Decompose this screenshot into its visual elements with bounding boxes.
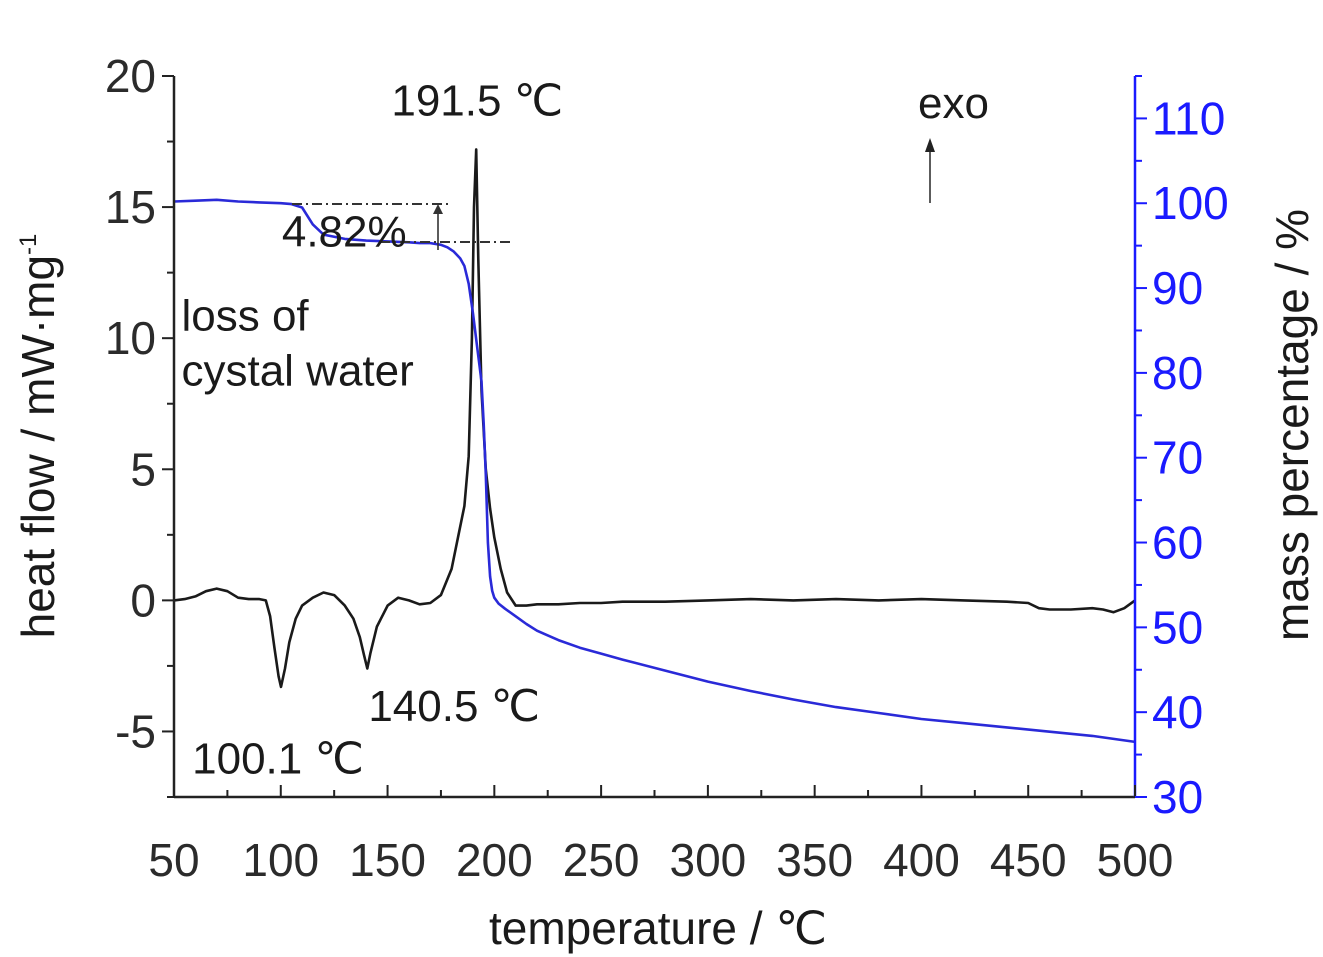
y-left-tick-label: 0 bbox=[130, 574, 156, 626]
x-tick-label: 350 bbox=[776, 834, 853, 886]
y-left-tick-label: 15 bbox=[105, 181, 156, 233]
x-tick-label: 450 bbox=[990, 834, 1067, 886]
annotation-label: exo bbox=[918, 79, 989, 128]
axes bbox=[172, 76, 1137, 799]
y-left-tick-label: 5 bbox=[130, 443, 156, 495]
annotation-label: 140.5 ℃ bbox=[368, 682, 540, 731]
annotation-label: 4.82% bbox=[282, 207, 407, 256]
heat-flow-curve bbox=[173, 148, 1136, 689]
annotation-label: loss of bbox=[181, 291, 309, 340]
exo-arrow-head bbox=[925, 138, 935, 152]
x-axis-title: temperature / ℃ bbox=[489, 902, 827, 954]
x-tick-label: 250 bbox=[563, 834, 640, 886]
x-tick-label: 50 bbox=[148, 834, 199, 886]
y-right-tick-label: 60 bbox=[1152, 517, 1203, 569]
annotation-label: 191.5 ℃ bbox=[391, 76, 563, 125]
y-right-tick-label: 80 bbox=[1152, 347, 1203, 399]
y-right-tick-label: 50 bbox=[1152, 601, 1203, 653]
tick-labels: 50 100 150 200 250 300 350 400 450 500 -5 0 5 10 15 20 3… bbox=[105, 50, 1229, 886]
y-right-tick-label: 100 bbox=[1152, 177, 1229, 229]
x-tick-label: 100 bbox=[242, 834, 319, 886]
tick-marks bbox=[162, 75, 1147, 798]
annotations: 191.5 ℃ exo 4.82% loss of cystal water 140.5 … bbox=[181, 76, 988, 783]
annotation-label: cystal water bbox=[181, 346, 413, 395]
y-left-tick-label: 20 bbox=[105, 50, 156, 102]
y-right-tick-label: 40 bbox=[1152, 686, 1203, 738]
y-left-axis-title-main: heat flow / mW·mg bbox=[12, 255, 64, 638]
x-tick-label: 400 bbox=[883, 834, 960, 886]
x-tick-label: 150 bbox=[349, 834, 426, 886]
y-left-tick-label: -5 bbox=[115, 705, 156, 757]
mass-loss-arrow-head bbox=[433, 204, 443, 214]
x-tick-label: 200 bbox=[456, 834, 533, 886]
y-right-tick-label: 30 bbox=[1152, 771, 1203, 823]
y-right-tick-label: 70 bbox=[1152, 432, 1203, 484]
x-tick-label: 300 bbox=[670, 834, 747, 886]
y-right-tick-label: 90 bbox=[1152, 262, 1203, 314]
y-left-axis-title: heat flow / mW·mg-1 bbox=[12, 234, 64, 639]
x-tick-label: 500 bbox=[1097, 834, 1174, 886]
mass-percentage-curve bbox=[173, 198, 1136, 744]
y-right-axis-title: mass percentage / % bbox=[1266, 209, 1318, 641]
y-right-tick-label: 110 bbox=[1152, 92, 1225, 144]
y-left-axis-title-sup: -1 bbox=[15, 234, 42, 255]
y-left-tick-label: 10 bbox=[105, 312, 156, 364]
annotation-label: 100.1 ℃ bbox=[192, 734, 364, 783]
